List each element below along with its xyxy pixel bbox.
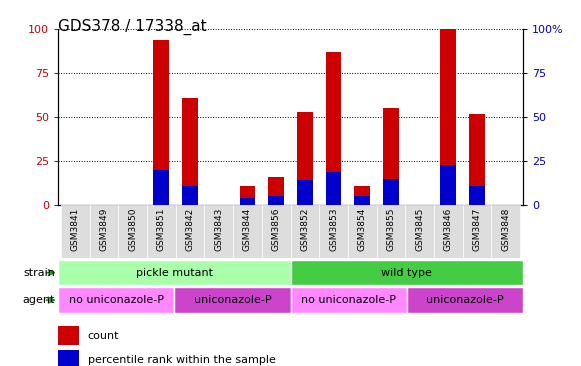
Bar (290, 260, 523, 285)
Bar (440, 29, 456, 205)
Bar (440, 165, 456, 205)
Bar (383, 179, 399, 205)
Bar (348, 205, 376, 258)
Bar (354, 186, 370, 205)
Bar (153, 40, 169, 205)
Bar (182, 98, 198, 205)
Bar (153, 170, 169, 205)
Text: GSM3856: GSM3856 (272, 208, 281, 251)
Bar (383, 108, 399, 205)
Text: percentile rank within the sample: percentile rank within the sample (88, 355, 275, 365)
Text: no uniconazole-P: no uniconazole-P (69, 295, 164, 305)
Text: GSM3846: GSM3846 (444, 208, 453, 251)
Text: uniconazole-P: uniconazole-P (426, 295, 504, 305)
Bar (182, 186, 198, 205)
Bar (268, 196, 284, 205)
Bar (58, 260, 290, 285)
Bar (297, 180, 313, 205)
Bar (434, 205, 462, 258)
Bar (89, 205, 119, 258)
Bar (58, 326, 79, 345)
Bar (205, 205, 233, 258)
Bar (175, 205, 205, 258)
Bar (492, 205, 520, 258)
Bar (58, 351, 79, 366)
Text: pickle mutant: pickle mutant (136, 268, 213, 278)
Bar (376, 205, 406, 258)
Bar (325, 172, 342, 205)
Text: GSM3854: GSM3854 (358, 208, 367, 251)
Bar (262, 205, 290, 258)
Text: GSM3847: GSM3847 (472, 208, 482, 251)
Bar (407, 287, 523, 313)
Bar (58, 287, 174, 313)
Bar (239, 186, 256, 205)
Text: GSM3851: GSM3851 (157, 208, 166, 251)
Text: uniconazole-P: uniconazole-P (193, 295, 271, 305)
Bar (290, 205, 319, 258)
Text: GSM3855: GSM3855 (386, 208, 396, 251)
Text: GSM3844: GSM3844 (243, 208, 252, 251)
Text: GSM3843: GSM3843 (214, 208, 223, 251)
Bar (290, 287, 407, 313)
Bar (469, 186, 485, 205)
Text: agent: agent (23, 295, 55, 305)
Text: GSM3853: GSM3853 (329, 208, 338, 251)
Text: strain: strain (23, 268, 55, 278)
Bar (354, 196, 370, 205)
Bar (239, 198, 256, 205)
Text: wild type: wild type (381, 268, 432, 278)
Bar (174, 287, 290, 313)
Bar (233, 205, 262, 258)
Bar (61, 205, 89, 258)
Text: GSM3845: GSM3845 (415, 208, 424, 251)
Text: GSM3852: GSM3852 (300, 208, 309, 251)
Text: GSM3850: GSM3850 (128, 208, 137, 251)
Bar (119, 205, 147, 258)
Text: GSM3849: GSM3849 (99, 208, 109, 251)
Bar (268, 177, 284, 205)
Text: GSM3841: GSM3841 (71, 208, 80, 251)
Bar (325, 52, 342, 205)
Bar (319, 205, 348, 258)
Bar (462, 205, 492, 258)
Bar (297, 112, 313, 205)
Bar (147, 205, 175, 258)
Bar (469, 113, 485, 205)
Text: no uniconazole-P: no uniconazole-P (301, 295, 396, 305)
Text: GSM3848: GSM3848 (501, 208, 510, 251)
Bar (406, 205, 434, 258)
Text: GSM3842: GSM3842 (185, 208, 195, 251)
Text: GDS378 / 17338_at: GDS378 / 17338_at (58, 18, 207, 34)
Text: count: count (88, 330, 119, 341)
